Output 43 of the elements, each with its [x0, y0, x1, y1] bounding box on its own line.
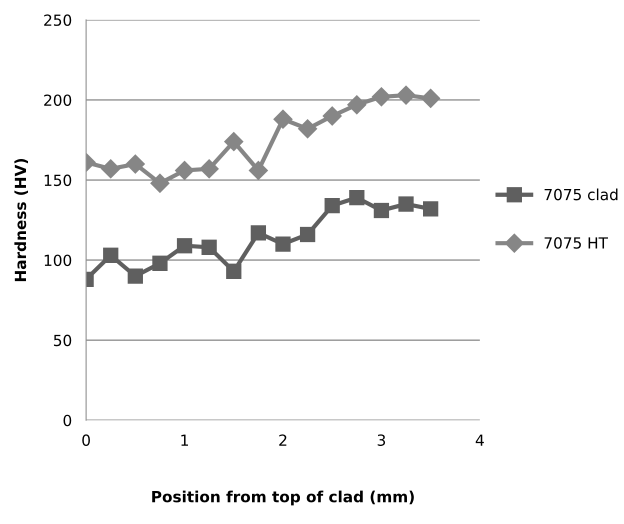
legend-label: 7075 HT	[544, 237, 608, 249]
point	[347, 95, 366, 114]
point	[103, 248, 118, 263]
point	[226, 264, 242, 279]
point	[224, 132, 244, 152]
point	[200, 159, 219, 178]
x-tick-label: 0	[82, 434, 90, 446]
x-tick-label: 2	[279, 434, 286, 446]
point	[300, 226, 316, 242]
point	[322, 106, 342, 126]
point	[423, 201, 438, 217]
point	[324, 198, 340, 214]
point	[175, 160, 194, 180]
y-axis-title: Hardness (HV)	[14, 158, 28, 282]
point	[128, 268, 143, 284]
point	[275, 236, 291, 252]
point	[202, 240, 217, 255]
point	[150, 174, 170, 193]
y-tick-label: 50	[54, 334, 72, 346]
point	[250, 225, 266, 241]
point	[349, 190, 364, 206]
point	[273, 110, 293, 129]
point	[396, 86, 416, 105]
y-tick-label: 100	[44, 254, 72, 266]
y-tick-label: 0	[64, 414, 72, 426]
point	[176, 238, 192, 254]
x-tick-label: 1	[181, 434, 188, 446]
y-tick-label: 150	[44, 174, 72, 186]
point	[152, 256, 168, 271]
x-tick-label: 4	[476, 434, 484, 446]
y-tick-label: 200	[44, 94, 72, 106]
point	[298, 119, 318, 138]
legend-label: 7075 clad	[544, 188, 618, 200]
point	[126, 154, 145, 174]
x-axis-title: Position from top of clad (mm)	[152, 490, 414, 506]
x-tick-label: 3	[378, 434, 386, 446]
point	[248, 160, 268, 180]
point	[101, 159, 120, 178]
point	[372, 87, 391, 106]
point	[398, 196, 414, 212]
y-tick-label: 250	[44, 14, 72, 26]
point	[421, 88, 440, 108]
point	[374, 202, 390, 218]
